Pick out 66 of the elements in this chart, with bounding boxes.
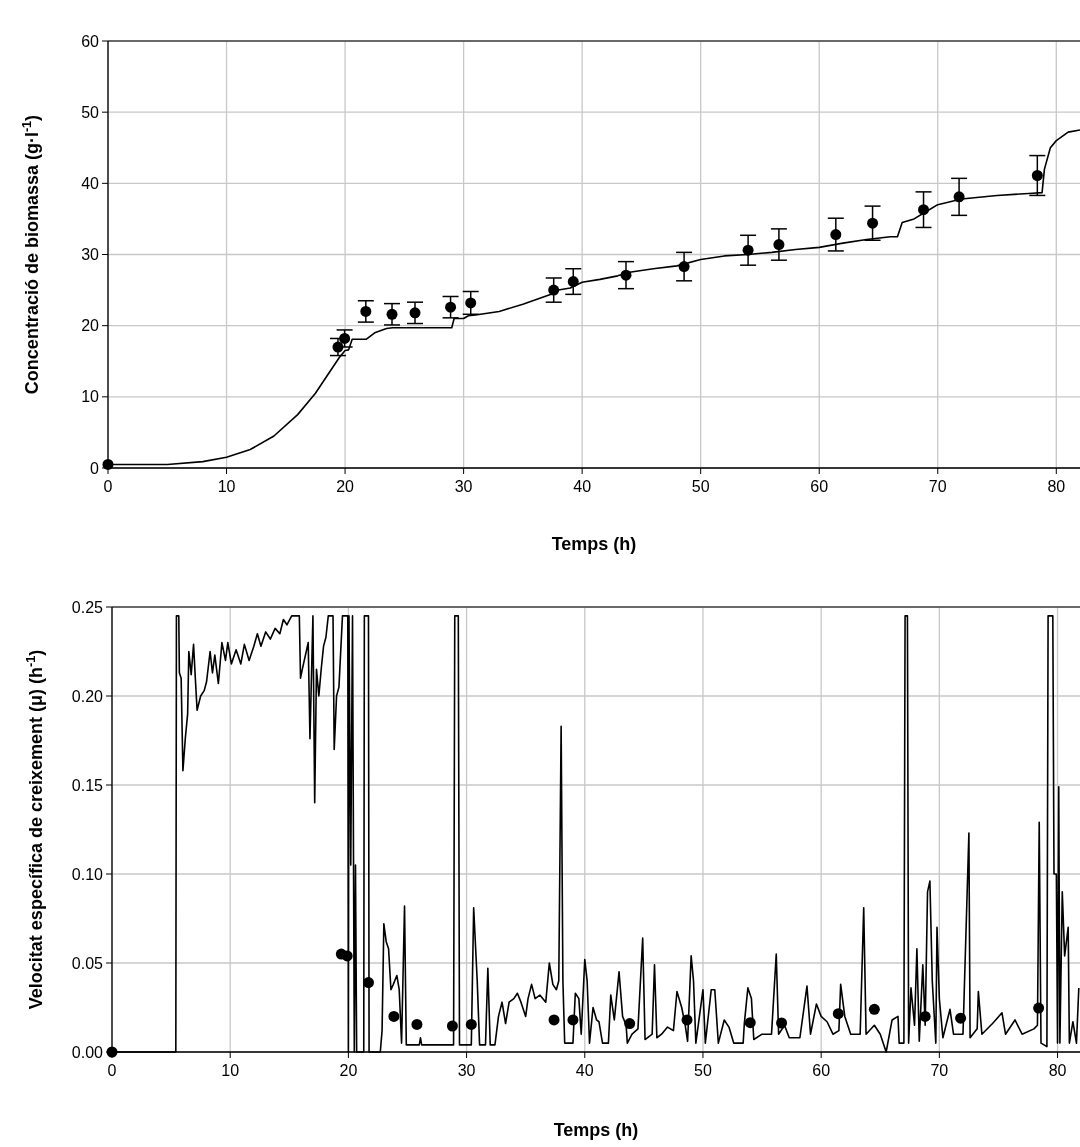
point <box>411 1018 423 1030</box>
x-tick-label: 70 <box>930 1062 949 1079</box>
y-tick-label: 0.00 <box>71 1043 104 1061</box>
point <box>465 297 477 309</box>
x-tick-label: 80 <box>1047 478 1066 495</box>
x-tick-label: 10 <box>221 1062 240 1079</box>
point <box>868 1003 880 1015</box>
point <box>567 276 579 288</box>
x-tick-label: 40 <box>575 1062 594 1079</box>
y-tick-label: 60 <box>81 32 100 50</box>
x-tick-label: 10 <box>217 478 236 495</box>
y-tick-label: 0.25 <box>71 598 104 616</box>
point <box>362 977 374 989</box>
x-tick-label: 80 <box>1048 1062 1067 1079</box>
point <box>776 1017 788 1029</box>
point <box>388 1010 400 1022</box>
point <box>548 284 560 296</box>
x-tick-label: 50 <box>694 1062 712 1079</box>
x-tick-label: 50 <box>691 478 710 495</box>
point <box>620 269 632 281</box>
point <box>832 1008 844 1020</box>
point <box>744 1017 756 1029</box>
point <box>742 244 754 256</box>
point <box>624 1018 636 1030</box>
y-tick-label: 40 <box>81 174 100 192</box>
point <box>386 308 398 320</box>
point <box>567 1014 579 1026</box>
y-tick-label: 10 <box>81 388 100 406</box>
point <box>773 239 785 251</box>
x-tick-label: 70 <box>928 478 947 495</box>
y-tick-label: 50 <box>81 103 100 121</box>
point <box>955 1012 967 1024</box>
point <box>953 191 965 203</box>
y-tick-label: 20 <box>81 317 100 335</box>
point <box>1033 1002 1045 1014</box>
point <box>339 332 351 344</box>
y-tick-label: 0 <box>90 459 100 477</box>
point <box>918 204 930 216</box>
point <box>548 1014 560 1026</box>
point <box>465 1018 477 1030</box>
point <box>681 1014 693 1026</box>
point <box>360 305 372 317</box>
x-axis-title: Temps (h) <box>553 1120 639 1140</box>
y-tick-label: 30 <box>81 246 100 263</box>
x-tick-label: 60 <box>810 478 829 495</box>
point <box>446 1020 458 1032</box>
y-tick-label: 0.15 <box>71 776 104 794</box>
x-tick-label: 30 <box>457 1062 476 1079</box>
x-tick-label: 20 <box>336 478 355 495</box>
point <box>867 217 879 229</box>
point <box>1031 170 1043 182</box>
y-tick-label: 0.20 <box>71 687 104 705</box>
point <box>830 229 842 241</box>
point <box>678 261 690 273</box>
x-tick-label: 20 <box>339 1062 358 1079</box>
x-axis-title: Temps (h) <box>551 534 637 554</box>
x-tick-label: 30 <box>454 478 473 495</box>
x-tick-label: 40 <box>573 478 592 495</box>
x-tick-label: 60 <box>812 1062 831 1079</box>
y-tick-label: 0.10 <box>71 865 104 883</box>
x-tick-label: 0 <box>107 1062 117 1079</box>
point <box>332 341 344 353</box>
point <box>409 307 421 319</box>
y-tick-label: 0.05 <box>71 954 104 972</box>
point <box>919 1010 931 1022</box>
point <box>445 301 457 313</box>
